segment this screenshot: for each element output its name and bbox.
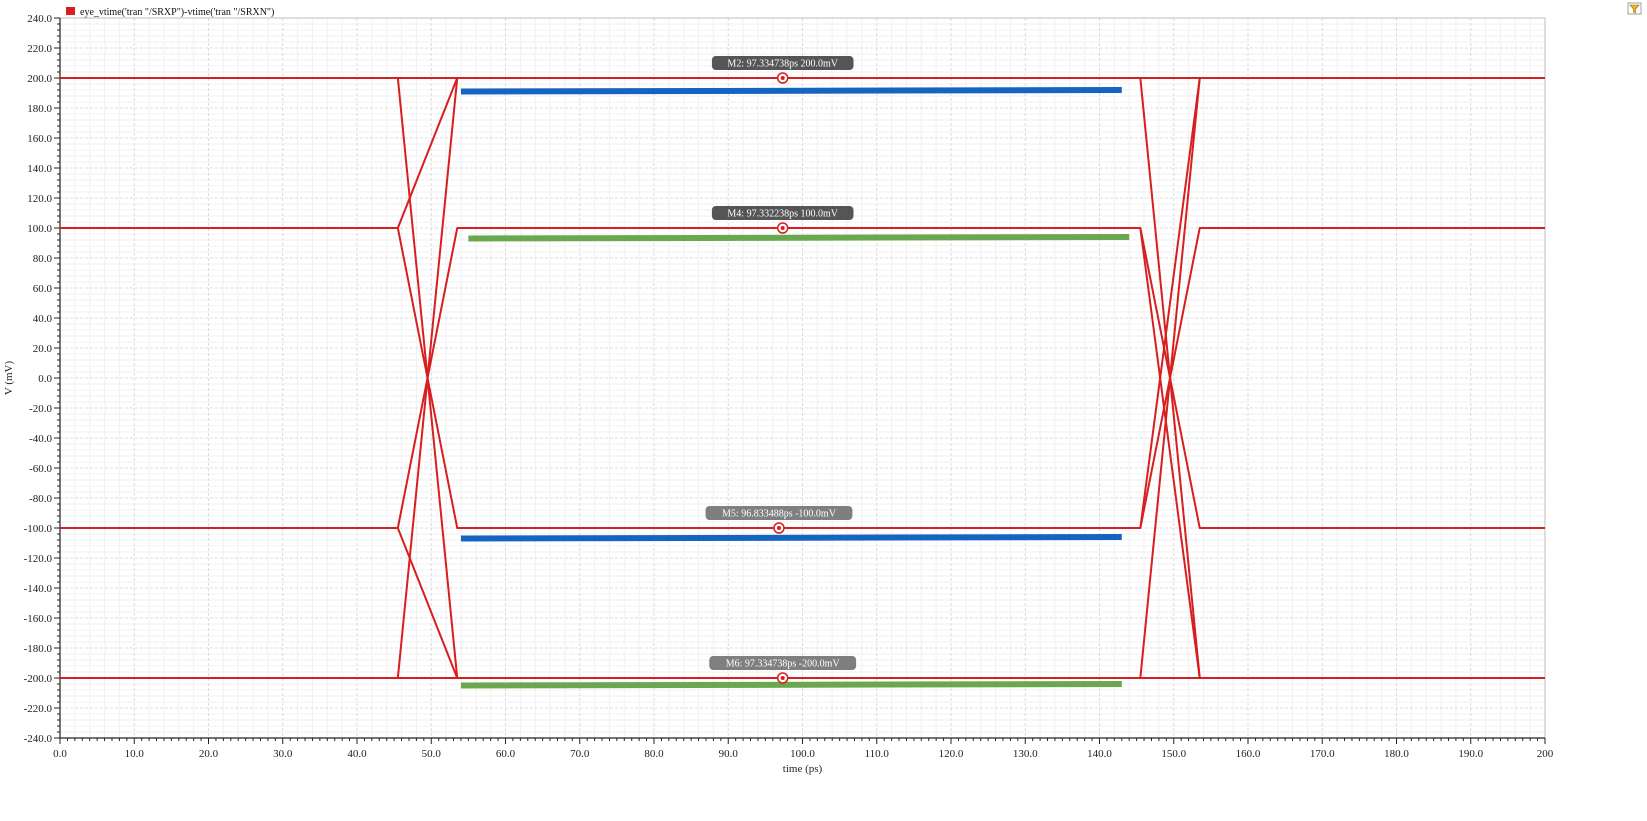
x-tick-label: 30.0: [273, 748, 293, 760]
marker-label-box: [709, 656, 857, 670]
marker-label: M6: 97.334738ps -200.0mV: [726, 659, 841, 670]
eye-opening-bar-1: [468, 234, 1130, 242]
series-line-8: [396, 77, 459, 229]
y-tick-label: 40.0: [33, 313, 53, 325]
y-tick-label: 20.0: [33, 343, 53, 355]
y-tick-label: 200.0: [27, 73, 52, 85]
x-tick-label: 120.0: [939, 748, 964, 760]
y-tick-label: -180.0: [24, 643, 53, 655]
y-tick-label: -20.0: [29, 403, 52, 415]
y-tick-label: -40.0: [29, 433, 52, 445]
y-tick-label: 0.0: [38, 373, 52, 385]
x-tick-label: 150.0: [1161, 748, 1186, 760]
legend-label: eye_vtime('tran "/SRXP")-vtime('tran "/S…: [80, 7, 274, 18]
series-line-9: [396, 527, 459, 679]
y-tick-label: -120.0: [24, 553, 53, 565]
y-tick-label: -160.0: [24, 613, 53, 625]
y-tick-label: 80.0: [33, 253, 53, 265]
x-tick-label: 60.0: [496, 748, 516, 760]
marker-dot: [776, 526, 781, 530]
marker-label-box: [711, 56, 854, 70]
series-line-7: [1139, 77, 1201, 679]
marker-3[interactable]: M6: 97.334738ps -200.0mV: [709, 656, 857, 684]
x-tick-label: 140.0: [1087, 748, 1112, 760]
eye-bars-layer: [460, 87, 1130, 689]
marker-dot: [780, 76, 785, 80]
x-tick-label: 190.0: [1458, 748, 1483, 760]
axes: 0.0 10.0 20.0 30.0 40.0 50.0 60.0 70.0 80.0 90.0 1…: [24, 13, 1554, 760]
grid-lines: [59, 17, 1546, 739]
y-tick-label: -240.0: [24, 733, 53, 745]
filter-icon[interactable]: [1627, 2, 1642, 15]
x-tick-label: 130.0: [1013, 748, 1038, 760]
marker-2[interactable]: M5: 96.833488ps -100.0mV: [705, 506, 853, 534]
x-tick-label: 170.0: [1310, 748, 1335, 760]
marker-label: M4: 97.332238ps 100.0mV: [727, 209, 838, 220]
x-tick-label: 40.0: [347, 748, 367, 760]
legend-swatch: [66, 7, 75, 15]
y-tick-label: -200.0: [24, 673, 53, 685]
y-tick-label: 180.0: [27, 103, 52, 115]
x-tick-label: 180.0: [1384, 748, 1409, 760]
series-line-5: [396, 77, 459, 679]
x-axis-title: time (ps): [783, 763, 823, 775]
marker-dot: [780, 226, 785, 230]
marker-0[interactable]: M2: 97.334738ps 200.0mV: [711, 56, 854, 84]
marker-label-box: [705, 506, 853, 520]
eye-opening-bar-0: [460, 87, 1122, 95]
y-tick-label: 60.0: [33, 283, 53, 295]
x-tick-label: 80.0: [644, 748, 664, 760]
x-tick-label: 160.0: [1236, 748, 1261, 760]
y-tick-label: 240.0: [27, 13, 52, 25]
x-tick-label: 90.0: [719, 748, 739, 760]
y-tick-label: -220.0: [24, 703, 53, 715]
y-axis-title: V (mV): [3, 361, 15, 396]
series-layer: [60, 77, 1545, 679]
y-tick-label: -140.0: [24, 583, 53, 595]
eye-opening-bar-2: [460, 534, 1122, 542]
marker-dot: [780, 676, 785, 680]
y-tick-label: -60.0: [29, 463, 52, 475]
y-tick-label: 100.0: [27, 223, 52, 235]
x-tick-label: 50.0: [422, 748, 442, 760]
x-tick-label: 110.0: [865, 748, 890, 760]
legend: eye_vtime('tran "/SRXP")-vtime('tran "/S…: [66, 7, 274, 18]
y-tick-label: 120.0: [27, 193, 52, 205]
x-tick-label: 200: [1537, 748, 1554, 760]
y-tick-label: -80.0: [29, 493, 52, 505]
series-line-10: [1139, 227, 1201, 679]
marker-label: M2: 97.334738ps 200.0mV: [727, 59, 838, 70]
series-line-1: [60, 227, 1545, 529]
y-tick-label: -100.0: [24, 523, 53, 535]
markers-layer: M2: 97.334738ps 200.0mV M4: 97.332238ps 1…: [705, 56, 857, 684]
marker-label: M5: 96.833488ps -100.0mV: [722, 509, 837, 520]
eye-opening-bar-3: [460, 681, 1122, 689]
series-line-11: [1139, 77, 1201, 529]
x-tick-label: 20.0: [199, 748, 219, 760]
x-tick-label: 70.0: [570, 748, 590, 760]
x-tick-label: 10.0: [125, 748, 145, 760]
y-tick-label: 140.0: [27, 163, 52, 175]
marker-label-box: [711, 206, 854, 220]
y-tick-label: 220.0: [27, 43, 52, 55]
y-tick-label: 160.0: [27, 133, 52, 145]
series-line-2: [60, 227, 1545, 529]
marker-1[interactable]: M4: 97.332238ps 100.0mV: [711, 206, 854, 234]
x-tick-label: 100.0: [790, 748, 815, 760]
x-tick-label: 0.0: [53, 748, 67, 760]
